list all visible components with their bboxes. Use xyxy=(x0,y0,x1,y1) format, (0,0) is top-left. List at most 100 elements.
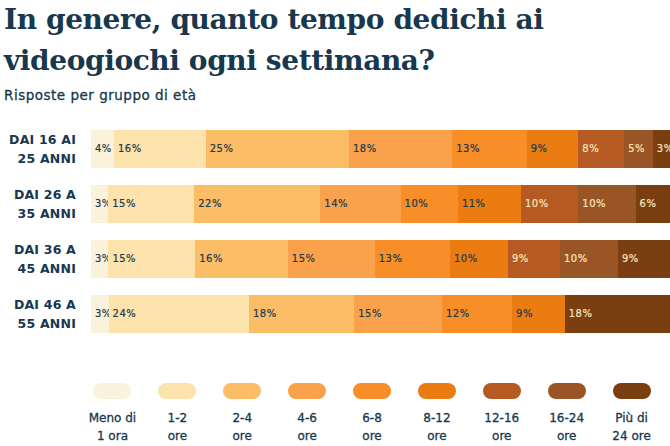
segment-value-label: 18% xyxy=(353,130,377,168)
legend-label: 8-12 ore xyxy=(423,409,450,445)
bar-segment-2-4 ore: 25% xyxy=(206,130,349,168)
age-group-label: DAI 16 AI25 ANNI xyxy=(0,130,91,168)
legend-swatch xyxy=(548,383,586,399)
segment-value-label: 11% xyxy=(462,185,486,223)
segment-value-label: 18% xyxy=(253,295,277,333)
legend-item: 16-24 ore xyxy=(534,383,599,445)
segment-value-label: 25% xyxy=(210,130,234,168)
page-title: In genere, quanto tempo dedichi ai video… xyxy=(4,0,624,81)
segment-value-label: 8% xyxy=(582,130,599,168)
bar-segment-4-6 ore: 15% xyxy=(288,240,375,278)
segment-value-label: 6% xyxy=(640,185,657,223)
legend-label: 1-2 ore xyxy=(168,409,188,445)
bar-segment-2-4 ore: 18% xyxy=(249,295,354,333)
segment-value-label: 22% xyxy=(198,185,222,223)
legend-item: 12-16 ore xyxy=(469,383,534,445)
bar-segment-Meno di 1 ora: 3% xyxy=(91,240,108,278)
bar-segment-1-2 ore: 24% xyxy=(109,295,249,333)
legend-label: 16-24 ore xyxy=(549,409,584,445)
bar-segment-Più di 24 ore: 6% xyxy=(636,185,670,223)
segment-value-label: 15% xyxy=(292,240,316,278)
bar-segment-6-8 ore: 12% xyxy=(442,295,512,333)
segment-value-label: 18% xyxy=(569,295,593,333)
legend-label: 4-6 ore xyxy=(297,409,317,445)
bar-segment-6-8 ore: 13% xyxy=(375,240,450,278)
segment-value-label: 16% xyxy=(199,240,223,278)
bar-segment-8-12 ore: 9% xyxy=(512,295,565,333)
stacked-bar: 3%24%18%15%12%9%18% xyxy=(91,295,670,333)
legend-item: 1-2 ore xyxy=(145,383,210,445)
chart-row-2: DAI 26 A35 ANNI3%15%22%14%10%11%10%10%6% xyxy=(0,185,670,223)
bar-segment-12-16 ore: 9% xyxy=(508,240,560,278)
legend-item: 6-8 ore xyxy=(340,383,405,445)
legend-label: 6-8 ore xyxy=(362,409,382,445)
segment-value-label: 9% xyxy=(512,240,529,278)
age-group-label-line: DAI 16 AI xyxy=(0,130,76,149)
bar-segment-4-6 ore: 14% xyxy=(320,185,400,223)
segment-value-label: 10% xyxy=(564,240,588,278)
segment-value-label: 4% xyxy=(95,130,112,168)
segment-value-label: 12% xyxy=(446,295,470,333)
bar-segment-1-2 ore: 15% xyxy=(108,240,195,278)
legend-swatch xyxy=(483,383,521,399)
legend-swatch xyxy=(418,383,456,399)
bar-segment-1-2 ore: 16% xyxy=(114,130,206,168)
segment-value-label: 10% xyxy=(454,240,478,278)
age-group-label-line: DAI 36 A xyxy=(0,240,76,259)
age-group-label-line: 35 ANNI xyxy=(0,204,76,223)
age-group-label-line: 45 ANNI xyxy=(0,259,76,278)
segment-value-label: 16% xyxy=(118,130,142,168)
age-group-label-line: DAI 46 A xyxy=(0,295,76,314)
legend-label: Meno di 1 ora xyxy=(89,409,136,445)
chart-row-1: DAI 16 AI25 ANNI4%16% 25% 18% 13% 9% 8% 5% 3% xyxy=(0,130,670,168)
legend-swatch xyxy=(223,383,261,399)
segment-value-label: 3% xyxy=(657,130,670,168)
segment-value-label: 10% xyxy=(525,185,549,223)
bar-segment-Meno di 1 ora: 3% xyxy=(91,295,109,333)
bar-segment-Più di 24 ore: 18% xyxy=(565,295,670,333)
segment-value-label: 13% xyxy=(379,240,403,278)
chart-legend: Meno di 1 ora 1-2 ore 2-4 ore 4-6 ore 6-8 or… xyxy=(80,383,664,445)
segment-value-label: 10% xyxy=(405,185,429,223)
age-group-label: DAI 46 A55 ANNI xyxy=(0,295,91,333)
segment-value-label: 15% xyxy=(112,185,136,223)
legend-item: Meno di 1 ora xyxy=(80,383,145,445)
legend-item: 8-12 ore xyxy=(404,383,469,445)
segment-value-label: 9% xyxy=(516,295,533,333)
stacked-bar: 4%16% 25% 18% 13% 9% 8% 5% 3% xyxy=(91,130,670,168)
age-group-label-line: DAI 26 A xyxy=(0,185,76,204)
age-group-label: DAI 26 A35 ANNI xyxy=(0,185,91,223)
segment-value-label: 9% xyxy=(531,130,548,168)
bar-segment-2-4 ore: 22% xyxy=(194,185,320,223)
legend-label: Più di 24 ore xyxy=(612,409,650,445)
segment-value-label: 13% xyxy=(456,130,480,168)
legend-item: 4-6 ore xyxy=(275,383,340,445)
chart-subtitle: Risposte per gruppo di età xyxy=(4,87,196,103)
bar-segment-2-4 ore: 16% xyxy=(195,240,288,278)
bar-segment-1-2 ore: 15% xyxy=(108,185,194,223)
legend-swatch xyxy=(93,383,131,399)
bar-segment-8-12 ore: 11% xyxy=(458,185,521,223)
legend-item: 2-4 ore xyxy=(210,383,275,445)
legend-swatch xyxy=(158,383,196,399)
bar-segment-8-12 ore: 10% xyxy=(450,240,508,278)
bar-segment-4-6 ore: 18% xyxy=(349,130,452,168)
stacked-bar: 3%15%22%14%10%11%10%10%6% xyxy=(91,185,670,223)
bar-segment-4-6 ore: 15% xyxy=(354,295,442,333)
segment-value-label: 15% xyxy=(358,295,382,333)
bar-segment-6-8 ore: 13% xyxy=(452,130,527,168)
bar-segment-Meno di 1 ora: 4% xyxy=(91,130,114,168)
legend-label: 2-4 ore xyxy=(232,409,252,445)
segment-value-label: 9% xyxy=(622,240,639,278)
legend-label: 12-16 ore xyxy=(484,409,519,445)
age-group-label: DAI 36 A45 ANNI xyxy=(0,240,91,278)
legend-swatch xyxy=(613,383,651,399)
stacked-bar-chart: DAI 16 AI25 ANNI4%16%25%18%13%9%8%5%3%DA… xyxy=(0,130,670,350)
bar-segment-16-24 ore: 10% xyxy=(560,240,618,278)
segment-value-label: 5% xyxy=(628,130,645,168)
stacked-bar: 3%15%16%15%13%10%9%10%9% xyxy=(91,240,670,278)
legend-swatch xyxy=(288,383,326,399)
bar-segment-Meno di 1 ora: 3% xyxy=(91,185,108,223)
chart-row-4: DAI 46 A55 ANNI3%24%18%15%12%9%18% xyxy=(0,295,670,333)
bar-segment-12-16 ore: 10% xyxy=(521,185,578,223)
